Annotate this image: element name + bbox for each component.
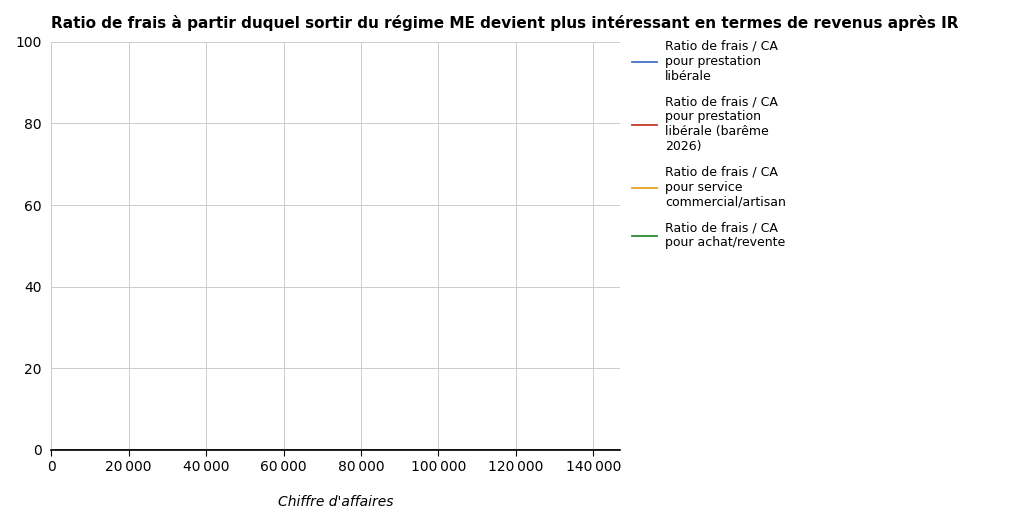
Ratio de frais / CA
pour achat/revente [217, 446, 229, 453]
Ratio de frais / CA
pour achat/revente [105, 446, 117, 453]
Legend: Ratio de frais / CA
pour prestation
libérale, Ratio de frais / CA
pour prestatio: Ratio de frais / CA pour prestation libé… [632, 40, 786, 249]
Ratio de frais / CA
pour prestation
libérale [231, 446, 243, 453]
Ratio de frais / CA
pour achat/revente [231, 446, 243, 453]
Ratio de frais / CA
pour prestation
libérale (barême
2026) [194, 446, 206, 453]
Ratio de frais / CA
pour prestation
libérale (barême
2026) [105, 446, 117, 453]
Ratio de frais / CA
pour service
commercial/artisan [105, 446, 117, 453]
Ratio de frais / CA
pour prestation
libérale (barême
2026) [231, 446, 243, 453]
Ratio de frais / CA
pour achat/revente [622, 446, 634, 453]
X-axis label: Chiffre d'affaires: Chiffre d'affaires [278, 495, 394, 509]
Ratio de frais / CA
pour prestation
libérale (barême
2026) [48, 446, 61, 453]
Ratio de frais / CA
pour achat/revente [83, 446, 95, 453]
Ratio de frais / CA
pour achat/revente [48, 446, 61, 453]
Ratio de frais / CA
pour prestation
libérale (barême
2026) [217, 446, 229, 453]
Ratio de frais / CA
pour achat/revente [194, 446, 206, 453]
Ratio de frais / CA
pour prestation
libérale (barême
2026) [83, 446, 95, 453]
Ratio de frais / CA
pour prestation
libérale (barême
2026) [301, 446, 313, 453]
Ratio de frais / CA
pour service
commercial/artisan [83, 446, 95, 453]
Ratio de frais / CA
pour service
commercial/artisan [194, 446, 206, 453]
Ratio de frais / CA
pour prestation
libérale [622, 446, 634, 453]
Ratio de frais / CA
pour prestation
libérale [301, 446, 313, 453]
Ratio de frais / CA
pour prestation
libérale [194, 446, 206, 453]
Ratio de frais / CA
pour prestation
libérale [83, 446, 95, 453]
Ratio de frais / CA
pour service
commercial/artisan [301, 446, 313, 453]
Ratio de frais / CA
pour service
commercial/artisan [231, 446, 243, 453]
Ratio de frais / CA
pour service
commercial/artisan [48, 446, 61, 453]
Ratio de frais / CA
pour prestation
libérale [48, 446, 61, 453]
Text: Ratio de frais à partir duquel sortir du régime ME devient plus intéressant en t: Ratio de frais à partir duquel sortir du… [52, 15, 958, 31]
Ratio de frais / CA
pour prestation
libérale [217, 446, 229, 453]
Ratio de frais / CA
pour prestation
libérale (barême
2026) [622, 446, 634, 453]
Ratio de frais / CA
pour achat/revente [301, 446, 313, 453]
Ratio de frais / CA
pour service
commercial/artisan [217, 446, 229, 453]
Ratio de frais / CA
pour prestation
libérale [105, 446, 117, 453]
Ratio de frais / CA
pour service
commercial/artisan [622, 446, 634, 453]
